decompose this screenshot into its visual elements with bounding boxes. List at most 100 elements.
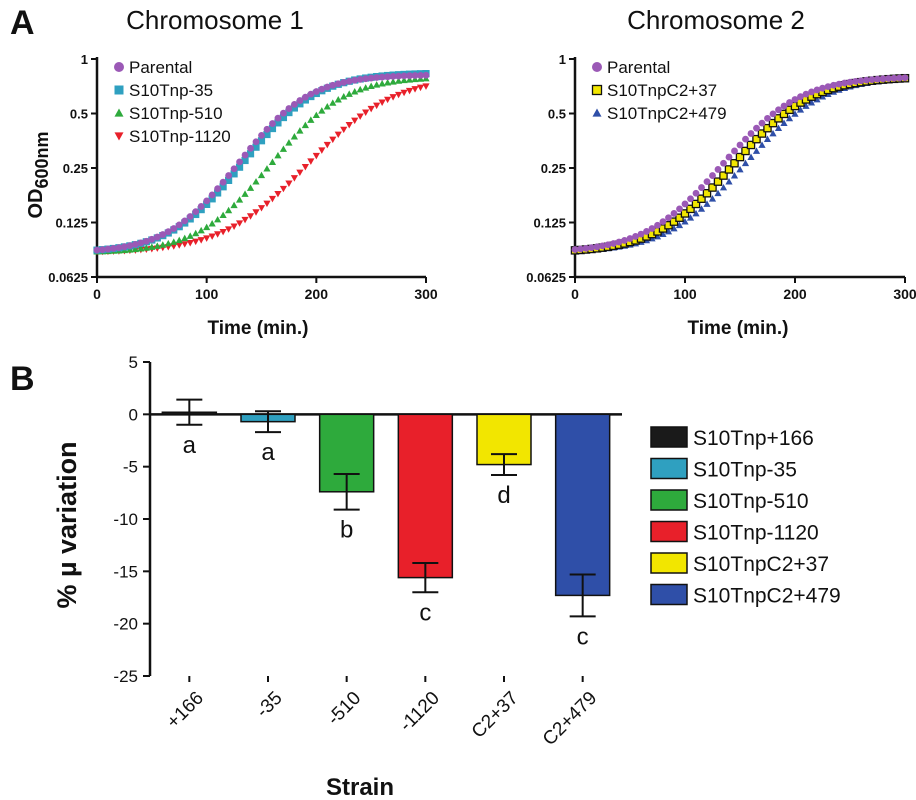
data-point [356, 75, 364, 83]
data-point [318, 107, 326, 114]
data-point [148, 243, 156, 250]
data-point [774, 114, 783, 123]
data-point [395, 72, 402, 80]
data-point [384, 73, 392, 81]
data-point [263, 130, 271, 139]
chart2-xlabel: Time (min.) [688, 318, 789, 339]
data-point [312, 152, 320, 160]
data-point [731, 147, 738, 155]
data-point [131, 245, 139, 253]
x-tick-label: 0 [93, 286, 101, 302]
series-s10tnpc2-479 [571, 75, 909, 254]
data-point [263, 200, 271, 208]
data-point [208, 191, 216, 199]
data-point [312, 88, 320, 95]
data-point [411, 72, 419, 79]
data-point [296, 169, 304, 177]
data-point [257, 205, 266, 212]
data-point [307, 116, 315, 123]
data-point [214, 189, 222, 197]
data-point [714, 166, 722, 173]
data-point [626, 235, 634, 242]
data-point [296, 97, 304, 104]
data-point [285, 180, 293, 188]
chart3-xlabel: Strain [326, 774, 394, 800]
legend-label: S10TnpC2+479 [693, 585, 841, 608]
data-point [736, 141, 744, 149]
data-point [93, 246, 101, 254]
legend-marker [114, 108, 124, 117]
data-point [713, 177, 723, 186]
data-point [400, 89, 408, 97]
data-point [752, 147, 761, 154]
y-tick-label: -5 [123, 458, 138, 477]
data-point [279, 113, 288, 122]
chart1-ylabel: OD600nm [25, 131, 52, 218]
data-point [334, 131, 342, 139]
data-point [890, 74, 898, 82]
data-point [153, 242, 161, 249]
data-point [378, 73, 386, 81]
y-tick-label: 0.0625 [526, 270, 566, 285]
data-point [230, 170, 238, 178]
data-point [769, 129, 777, 137]
data-point [367, 74, 375, 82]
data-point [159, 241, 167, 248]
y-tick-label: -20 [113, 615, 138, 634]
data-point [764, 114, 771, 122]
y-tick-label: -15 [113, 562, 138, 581]
data-point [197, 226, 205, 234]
legend-marker [114, 132, 124, 141]
data-point [351, 117, 359, 125]
data-point [373, 102, 381, 110]
data-point [214, 215, 222, 223]
data-point [142, 237, 150, 245]
x-tick-label: 300 [414, 286, 438, 302]
data-point [137, 239, 145, 247]
data-point [214, 185, 222, 193]
data-point [648, 225, 656, 232]
data-point [225, 176, 233, 185]
data-point [665, 214, 672, 222]
data-point [263, 165, 271, 172]
data-point [378, 99, 386, 106]
data-point [279, 145, 288, 152]
legend-label: S10Tnp-35 [693, 459, 797, 482]
data-point [257, 137, 266, 145]
data-point [203, 197, 211, 205]
data-point [577, 245, 584, 253]
data-point [334, 95, 342, 103]
data-point [280, 109, 287, 117]
data-point [389, 78, 397, 85]
data-point [367, 105, 375, 113]
data-point [846, 78, 854, 86]
data-point [830, 81, 837, 89]
data-point [400, 76, 408, 84]
legend-label: S10TnpC2+479 [607, 104, 727, 123]
y-tick-label: 0.5 [70, 107, 88, 122]
data-point [741, 159, 750, 167]
data-point [225, 206, 233, 214]
data-point [675, 221, 684, 229]
series-s10tnp-510 [93, 74, 430, 255]
data-point [351, 76, 359, 84]
data-point [719, 183, 728, 191]
data-point [637, 230, 645, 238]
data-point [274, 190, 282, 198]
data-point [791, 110, 799, 117]
chart2-plot: 0.0625 0.125 0.25 0.5 1 0 100 200 300 Parental S10… [526, 52, 916, 302]
data-point [422, 71, 430, 79]
data-point [225, 226, 233, 233]
data-point [175, 236, 183, 244]
data-point [203, 235, 211, 242]
legend-label: S10TnpC2+37 [693, 553, 829, 576]
series-s10tnpc2-37 [570, 73, 910, 255]
data-point [192, 229, 200, 237]
data-point [692, 189, 700, 197]
data-point [290, 133, 298, 140]
data-point [241, 156, 249, 165]
data-point [879, 75, 887, 83]
x-tick-label: 200 [305, 286, 329, 302]
legend-marker [591, 84, 603, 96]
